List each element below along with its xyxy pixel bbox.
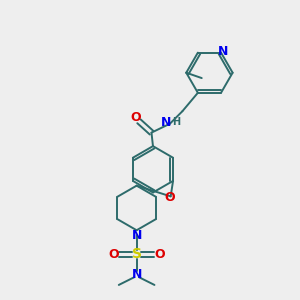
Text: O: O xyxy=(109,248,119,260)
Text: H: H xyxy=(172,117,180,127)
Text: N: N xyxy=(131,229,142,242)
Text: O: O xyxy=(165,191,176,204)
Text: S: S xyxy=(132,247,142,261)
Text: N: N xyxy=(161,116,172,129)
Text: O: O xyxy=(154,248,164,260)
Text: O: O xyxy=(131,111,141,124)
Text: N: N xyxy=(131,268,142,281)
Text: N: N xyxy=(218,45,228,58)
